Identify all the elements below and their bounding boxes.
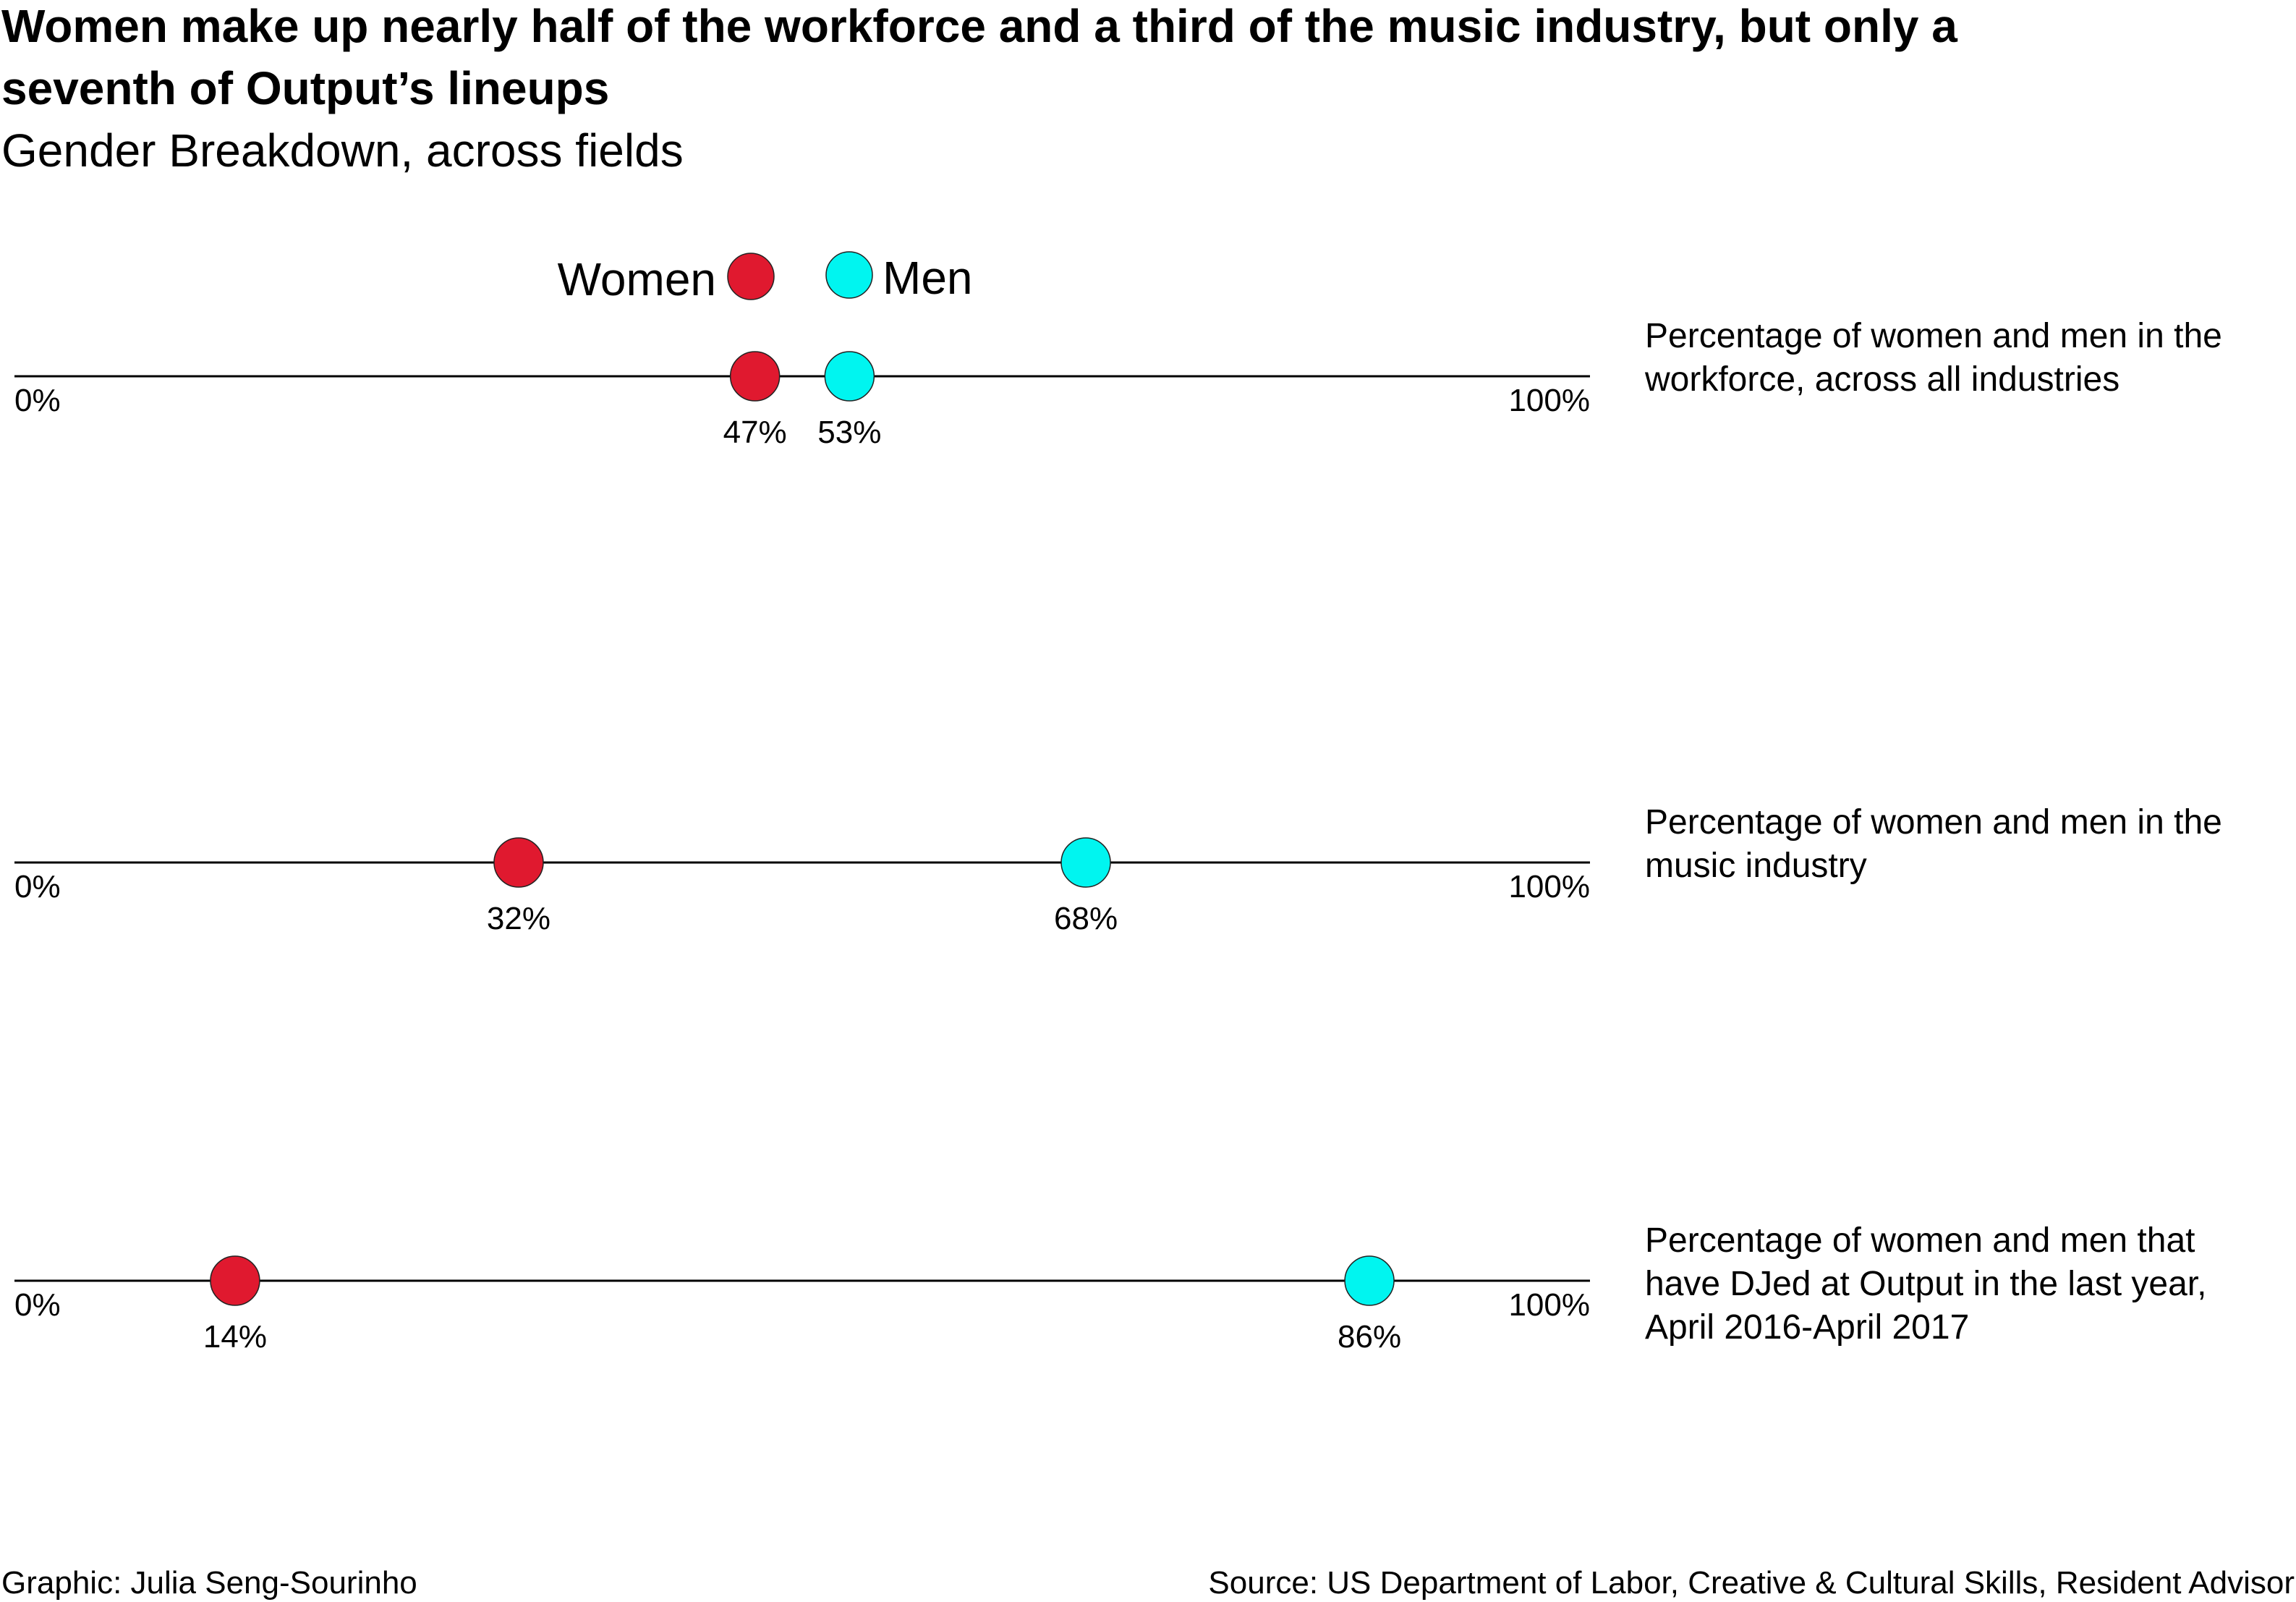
- women-value-label: 47%: [723, 415, 787, 450]
- men-dot: [1060, 837, 1111, 888]
- row-description-line: music industry: [1645, 847, 1867, 885]
- axis-end-label: 100%: [1508, 1287, 1590, 1323]
- legend-women-marker: [727, 253, 775, 300]
- source-note: Source: US Department of Labor, Creative…: [1208, 1565, 2295, 1601]
- legend: Women Men: [558, 251, 973, 305]
- women-dot: [729, 351, 781, 402]
- legend-men-label: Men: [883, 252, 973, 304]
- chart-title-line-1: Women make up nearly half of the workfor…: [1, 0, 1957, 52]
- women-dot: [493, 837, 544, 888]
- men-value-label: 68%: [1054, 901, 1118, 936]
- row-description-line: April 2016-April 2017: [1645, 1308, 1969, 1347]
- legend-women-label: Women: [558, 253, 716, 305]
- men-value-label: 86%: [1338, 1319, 1401, 1355]
- dot-row-1: 0% 100% 47% 53% Percentage of women and men …: [14, 317, 2222, 450]
- dot-rows: 0% 100% 47% 53% Percentage of women and men …: [14, 317, 2222, 1355]
- axis-end-label: 100%: [1508, 383, 1590, 418]
- women-value-label: 32%: [487, 901, 550, 936]
- chart-title-line-2: seventh of Output’s lineups: [1, 62, 609, 114]
- dot-row-2: 0% 100% 32% 68% Percentage of women and men …: [14, 803, 2222, 936]
- women-value-label: 14%: [203, 1319, 267, 1355]
- chart-subtitle: Gender Breakdown, across fields: [1, 124, 684, 177]
- men-dot: [824, 351, 875, 402]
- row-description-line: Percentage of women and men that: [1645, 1221, 2195, 1260]
- dot-row-3: 0% 100% 14% 86% Percentage of women and men …: [14, 1221, 2206, 1355]
- row-description-line: Percentage of women and men in the: [1645, 317, 2222, 355]
- row-description-line: have DJed at Output in the last year,: [1645, 1265, 2206, 1303]
- women-dot: [210, 1255, 260, 1306]
- legend-men-marker: [825, 251, 873, 299]
- graphic-credit: Graphic: Julia Seng-Sourinho: [1, 1565, 417, 1601]
- axis-start-label: 0%: [14, 383, 61, 418]
- men-dot: [1344, 1255, 1395, 1306]
- axis-end-label: 100%: [1508, 869, 1590, 904]
- axis-start-label: 0%: [14, 869, 61, 904]
- men-value-label: 53%: [817, 415, 881, 450]
- row-description-line: workforce, across all industries: [1644, 360, 2119, 399]
- axis-start-label: 0%: [14, 1287, 61, 1323]
- row-description-line: Percentage of women and men in the: [1645, 803, 2222, 842]
